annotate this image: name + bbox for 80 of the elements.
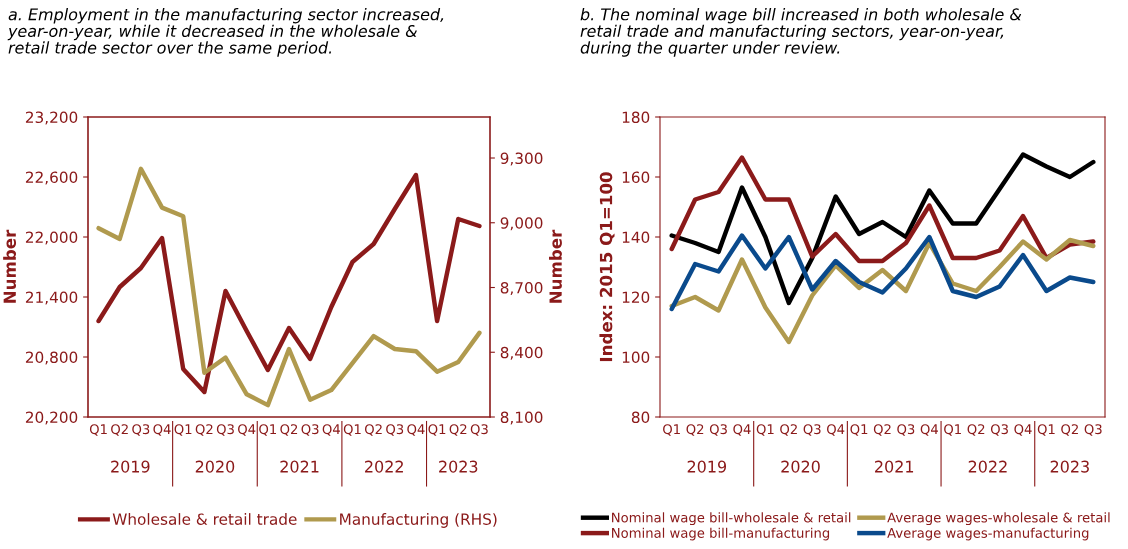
x-tick-label: Q1 bbox=[174, 424, 192, 436]
text: 2022 bbox=[968, 460, 1007, 473]
x-tick-label: Q1 bbox=[89, 424, 107, 436]
x-tick-label: Q3 bbox=[1084, 424, 1102, 436]
legend-label: Nominal wage bill-manufacturing bbox=[612, 527, 830, 541]
x-tick-label: Q3 bbox=[216, 424, 234, 436]
x-tick-label: Q3 bbox=[132, 424, 150, 436]
x-tick-label: Q3 bbox=[470, 424, 488, 436]
text: 2020 bbox=[195, 460, 235, 473]
legend-label: Nominal wage bill-wholesale & retail bbox=[612, 512, 851, 526]
y2-tick-label: 8,400 bbox=[500, 346, 543, 360]
x-tick-label: Q4 bbox=[733, 424, 751, 436]
y-tick-label: 100 bbox=[622, 351, 650, 364]
text: 2021 bbox=[875, 460, 914, 473]
x-tick-label: Q4 bbox=[1014, 424, 1032, 436]
x-tick-label: Q2 bbox=[195, 424, 213, 436]
y2-tick-label: 9,000 bbox=[500, 217, 543, 231]
text: 2023 bbox=[439, 460, 478, 473]
line-series bbox=[669, 237, 1096, 345]
y-tick-label: 160 bbox=[622, 171, 650, 184]
chart-title: b. The nominal wage bill increased in both wholesale & retail trade and manufacturing sectors, year-on-year, during the quarter under review. bbox=[580, 8, 1022, 57]
y2-tick-label: 8,100 bbox=[500, 411, 543, 425]
text: 2021 bbox=[280, 460, 319, 473]
x-tick-label: Q3 bbox=[386, 424, 404, 436]
x-tick-label: Q2 bbox=[686, 424, 704, 436]
x-tick-label: Q1 bbox=[1037, 424, 1055, 436]
y-tick-label: 22,600 bbox=[25, 171, 78, 185]
text: 2019 bbox=[687, 460, 727, 473]
y2-axis-title: Number bbox=[549, 229, 562, 303]
legend-label: Manufacturing (RHS) bbox=[340, 513, 497, 528]
x-tick-label: Q4 bbox=[827, 424, 845, 436]
x-tick-label: Q1 bbox=[850, 424, 868, 436]
x-tick-label: Q3 bbox=[990, 424, 1008, 436]
y-axis-title: Index: 2015 Q1=100 bbox=[599, 172, 615, 362]
y-tick-label: 23,200 bbox=[25, 111, 78, 125]
x-tick-label: Q1 bbox=[944, 424, 961, 436]
x-tick-label: Q4 bbox=[407, 424, 425, 436]
y-tick-label: 22,000 bbox=[25, 231, 78, 245]
legend-label: Wholesale & retail trade bbox=[112, 513, 297, 525]
text: 2020 bbox=[781, 460, 820, 473]
y-tick-label: 21,400 bbox=[25, 291, 78, 305]
x-tick-label: Q2 bbox=[780, 424, 797, 436]
x-tick-label: Q2 bbox=[967, 424, 985, 436]
text: 2023 bbox=[1050, 460, 1089, 473]
text: 2022 bbox=[365, 460, 403, 473]
x-tick-label: Q2 bbox=[449, 424, 467, 436]
x-tick-label: Q2 bbox=[280, 424, 298, 436]
y-tick-label: 180 bbox=[622, 111, 650, 124]
y-axis-title: Number bbox=[3, 229, 17, 303]
line-series bbox=[669, 233, 1096, 312]
x-tick-label: Q4 bbox=[920, 424, 938, 436]
x-tick-label: Q1 bbox=[756, 424, 774, 436]
x-tick-label: Q4 bbox=[322, 424, 340, 436]
text: 2019 bbox=[111, 460, 150, 473]
x-tick-label: Q3 bbox=[301, 424, 319, 436]
x-tick-label: Q3 bbox=[803, 424, 821, 436]
x-tick-label: Q2 bbox=[873, 424, 891, 436]
x-tick-label: Q1 bbox=[428, 424, 446, 436]
y2-tick-label: 9,300 bbox=[500, 152, 543, 166]
x-tick-label: Q2 bbox=[111, 424, 128, 436]
y-tick-label: 20,200 bbox=[25, 411, 78, 425]
x-tick-label: Q4 bbox=[238, 424, 256, 436]
chart-title: a. Employment in the manufacturing sector increased, year-on-year, while it decreased in the wholesale & retail trade sector over the same period. bbox=[7, 8, 444, 57]
legend-label: Average wages-wholesale & retail bbox=[887, 512, 1110, 526]
x-tick-label: Q3 bbox=[709, 424, 727, 436]
x-tick-label: Q3 bbox=[897, 424, 915, 436]
y-tick-label: 120 bbox=[622, 291, 650, 304]
y2-tick-label: 8,700 bbox=[500, 281, 543, 296]
y-tick-label: 80 bbox=[631, 411, 650, 424]
y-tick-label: 140 bbox=[622, 231, 650, 244]
legend-label: Average wages-manufacturing bbox=[887, 527, 1089, 541]
line-series bbox=[669, 155, 1096, 264]
y-tick-label: 20,800 bbox=[25, 351, 78, 365]
x-tick-label: Q4 bbox=[153, 424, 171, 436]
x-tick-label: Q1 bbox=[259, 424, 277, 436]
x-tick-label: Q2 bbox=[364, 424, 382, 436]
x-tick-label: Q1 bbox=[343, 424, 361, 436]
x-tick-label: Q1 bbox=[663, 424, 680, 436]
x-tick-label: Q2 bbox=[1061, 424, 1078, 436]
line-series bbox=[669, 152, 1096, 306]
